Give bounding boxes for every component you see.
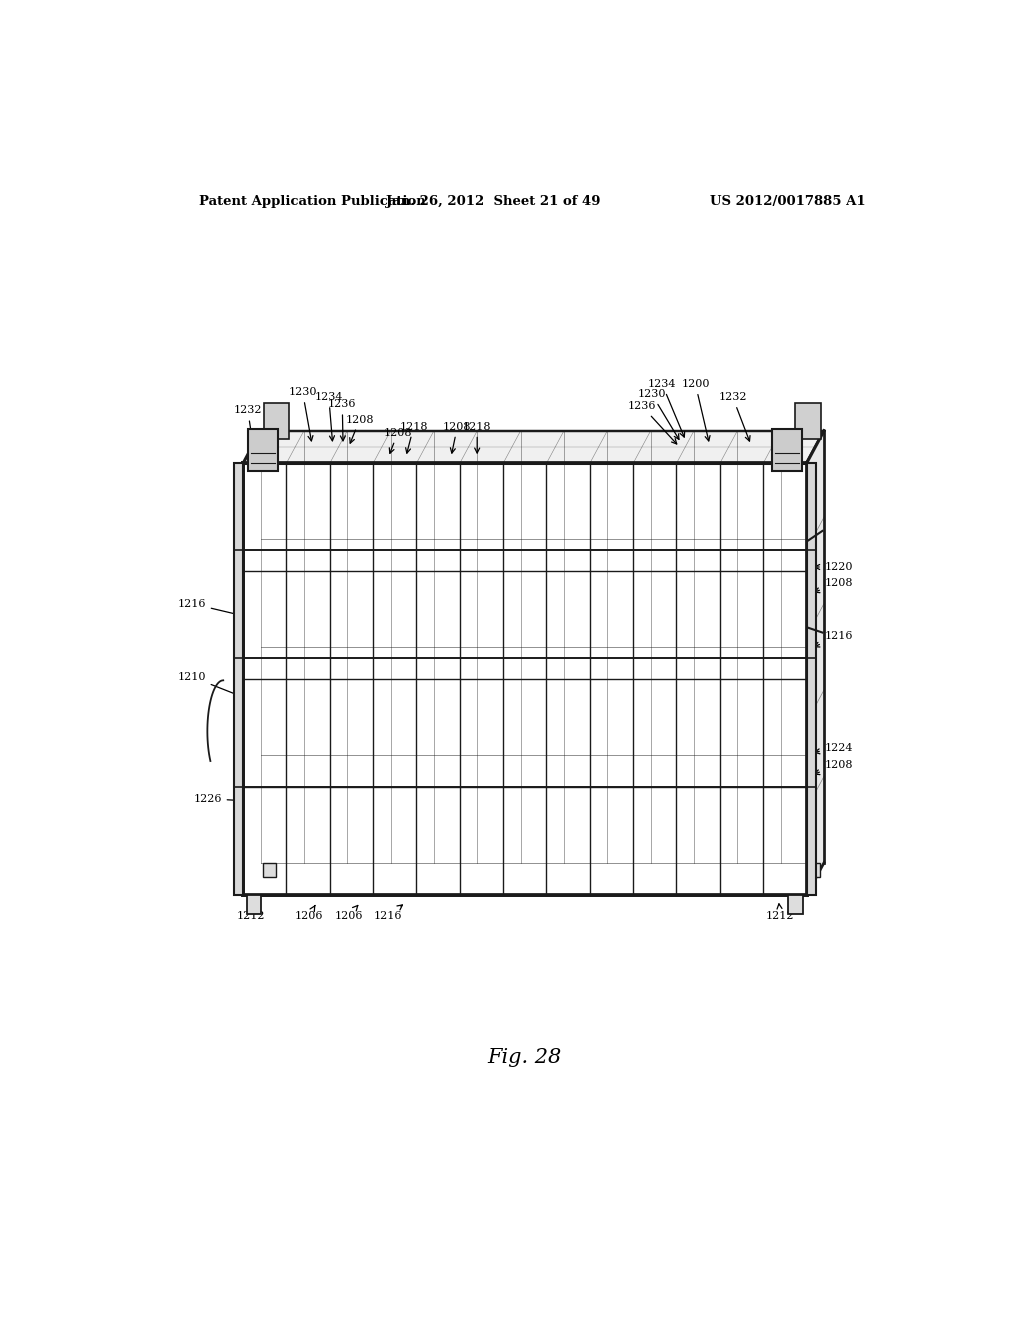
Text: Fig. 28: Fig. 28	[487, 1048, 562, 1068]
Text: Jan. 26, 2012  Sheet 21 of 49: Jan. 26, 2012 Sheet 21 of 49	[386, 194, 600, 207]
Text: US 2012/0017885 A1: US 2012/0017885 A1	[711, 194, 866, 207]
Text: 1236: 1236	[628, 401, 677, 444]
Bar	[248, 429, 278, 471]
Bar	[263, 863, 275, 878]
Text: 1212: 1212	[237, 906, 265, 920]
Text: 1230: 1230	[289, 387, 316, 441]
Text: 1220: 1220	[815, 562, 853, 572]
Text: 1234: 1234	[314, 392, 343, 441]
Text: Patent Application Publication: Patent Application Publication	[200, 194, 426, 207]
Bar	[807, 463, 816, 895]
Text: 1208: 1208	[443, 421, 472, 453]
Text: 1234: 1234	[648, 379, 685, 437]
Text: 1208: 1208	[345, 414, 374, 444]
Bar	[796, 403, 821, 440]
Bar	[807, 863, 820, 878]
Bar	[788, 895, 803, 913]
Text: 1212: 1212	[766, 904, 795, 920]
Text: 1208: 1208	[384, 428, 412, 453]
Text: 1210: 1210	[177, 672, 240, 696]
Polygon shape	[243, 430, 824, 463]
Text: 1216: 1216	[374, 906, 402, 920]
Polygon shape	[807, 430, 824, 895]
Text: 1206: 1206	[295, 906, 324, 920]
Text: 1218: 1218	[463, 421, 492, 453]
Text: 1236: 1236	[328, 400, 356, 441]
Text: 1216: 1216	[177, 598, 239, 616]
Text: 1230: 1230	[638, 389, 679, 440]
Text: 1224: 1224	[815, 743, 853, 754]
Bar	[233, 463, 243, 895]
Text: 1216: 1216	[814, 631, 853, 647]
Text: 1232: 1232	[233, 405, 262, 444]
Text: 1208: 1208	[814, 760, 853, 775]
Bar	[772, 429, 802, 471]
Text: 1232: 1232	[719, 392, 750, 441]
Text: 1206: 1206	[335, 906, 362, 920]
Text: 1226: 1226	[194, 793, 242, 804]
Bar	[264, 403, 290, 440]
Text: 1218: 1218	[399, 421, 428, 453]
Bar	[247, 895, 261, 913]
Text: 1200: 1200	[681, 379, 710, 441]
Text: 1208: 1208	[814, 578, 853, 593]
